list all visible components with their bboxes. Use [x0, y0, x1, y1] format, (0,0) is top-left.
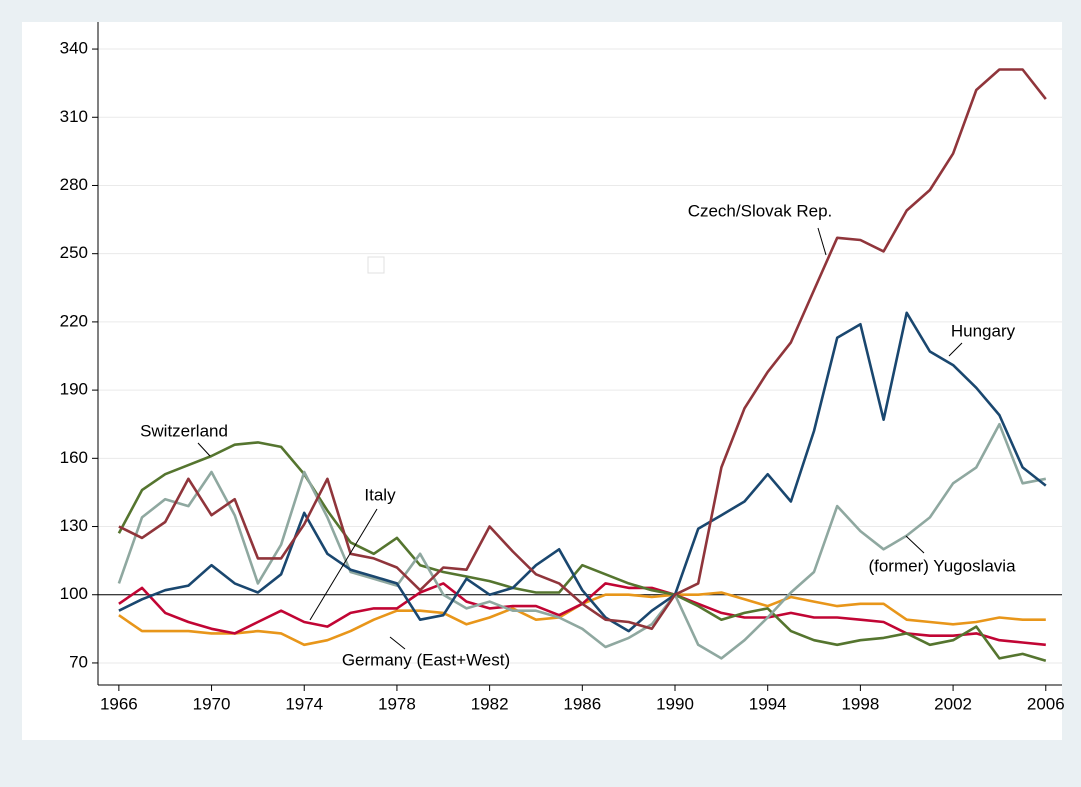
series-line [117, 441, 1047, 662]
series-label: (former) Yugoslavia [868, 556, 1016, 575]
label-leader [389, 636, 406, 650]
y-tick-label: 190 [60, 380, 88, 399]
x-tick-label: 1974 [285, 694, 323, 713]
y-tick-label: 130 [60, 516, 88, 535]
x-tick-label: 1982 [471, 694, 509, 713]
x-tick-label: 1978 [378, 694, 416, 713]
x-tick-label: 2006 [1027, 694, 1065, 713]
x-tick-label: 1990 [656, 694, 694, 713]
x-tick-label: 1994 [749, 694, 787, 713]
legend-box [367, 256, 385, 274]
y-tick-label: 160 [60, 448, 88, 467]
y-tick-label: 100 [60, 584, 88, 603]
label-leader [817, 227, 827, 256]
label-leader [948, 342, 963, 357]
label-leader [197, 442, 211, 457]
series-label: Czech/Slovak Rep. [688, 201, 833, 220]
y-tick-label: 250 [60, 243, 88, 262]
label-leader [309, 508, 378, 621]
y-tick-label: 310 [60, 107, 88, 126]
y-tick-label: 280 [60, 175, 88, 194]
x-tick-label: 1966 [100, 694, 138, 713]
y-tick-label: 70 [69, 652, 88, 671]
x-tick-label: 1970 [193, 694, 231, 713]
series-line [118, 68, 1047, 631]
y-tick-label: 220 [60, 311, 88, 330]
x-tick-label: 2002 [934, 694, 972, 713]
series-line [118, 311, 1047, 633]
x-tick-label: 1986 [563, 694, 601, 713]
series-label: Switzerland [140, 421, 228, 440]
series-label: Germany (East+West) [342, 650, 510, 669]
series-label: Hungary [951, 321, 1016, 340]
x-tick-label: 1998 [841, 694, 879, 713]
series-label: Italy [364, 485, 396, 504]
label-leader [905, 535, 925, 554]
y-tick-label: 340 [60, 39, 88, 58]
